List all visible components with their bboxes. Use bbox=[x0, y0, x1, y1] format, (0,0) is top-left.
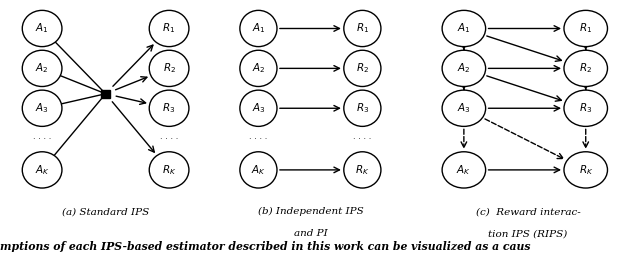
Text: $R_{2}$: $R_{2}$ bbox=[163, 61, 175, 75]
Text: $R_{3}$: $R_{3}$ bbox=[163, 101, 176, 115]
Text: $R_{1}$: $R_{1}$ bbox=[579, 21, 593, 35]
Circle shape bbox=[442, 152, 486, 188]
Text: (c)  Reward interac-: (c) Reward interac- bbox=[476, 207, 580, 216]
Text: $R_{3}$: $R_{3}$ bbox=[356, 101, 369, 115]
Circle shape bbox=[149, 50, 189, 87]
Circle shape bbox=[149, 90, 189, 126]
Circle shape bbox=[564, 50, 607, 87]
Text: (a) Standard IPS: (a) Standard IPS bbox=[62, 207, 149, 216]
Circle shape bbox=[240, 50, 277, 87]
Polygon shape bbox=[101, 90, 110, 98]
Text: $A_{2}$: $A_{2}$ bbox=[457, 61, 470, 75]
Text: mptions of each IPS-based estimator described in this work can be visualized as : mptions of each IPS-based estimator desc… bbox=[0, 241, 531, 252]
Text: $A_{1}$: $A_{1}$ bbox=[457, 21, 470, 35]
Circle shape bbox=[22, 10, 62, 47]
Text: $A_{3}$: $A_{3}$ bbox=[457, 101, 471, 115]
Text: $A_{1}$: $A_{1}$ bbox=[252, 21, 265, 35]
Text: · · · ·: · · · · bbox=[353, 135, 372, 143]
Circle shape bbox=[344, 90, 381, 126]
Text: $R_{K}$: $R_{K}$ bbox=[162, 163, 176, 177]
Text: $A_{K}$: $A_{K}$ bbox=[251, 163, 266, 177]
Text: $A_{2}$: $A_{2}$ bbox=[252, 61, 265, 75]
Text: and PI: and PI bbox=[294, 229, 327, 238]
Text: (b) Independent IPS: (b) Independent IPS bbox=[257, 207, 364, 216]
Text: $R_{3}$: $R_{3}$ bbox=[579, 101, 593, 115]
Text: $A_{K}$: $A_{K}$ bbox=[456, 163, 471, 177]
Circle shape bbox=[442, 10, 486, 47]
Circle shape bbox=[240, 152, 277, 188]
Circle shape bbox=[22, 90, 62, 126]
Circle shape bbox=[564, 10, 607, 47]
Text: $A_{2}$: $A_{2}$ bbox=[35, 61, 49, 75]
Circle shape bbox=[149, 152, 189, 188]
Circle shape bbox=[344, 152, 381, 188]
Text: $R_{K}$: $R_{K}$ bbox=[355, 163, 369, 177]
Text: $R_{1}$: $R_{1}$ bbox=[356, 21, 369, 35]
Circle shape bbox=[22, 50, 62, 87]
Text: $A_{3}$: $A_{3}$ bbox=[35, 101, 49, 115]
Text: $R_{K}$: $R_{K}$ bbox=[579, 163, 593, 177]
Text: $A_{1}$: $A_{1}$ bbox=[35, 21, 49, 35]
Text: $R_{1}$: $R_{1}$ bbox=[163, 21, 176, 35]
Text: $A_{K}$: $A_{K}$ bbox=[35, 163, 49, 177]
Text: $R_{2}$: $R_{2}$ bbox=[579, 61, 592, 75]
Circle shape bbox=[564, 152, 607, 188]
Circle shape bbox=[149, 10, 189, 47]
Circle shape bbox=[442, 50, 486, 87]
Circle shape bbox=[240, 10, 277, 47]
Text: · · · ·: · · · · bbox=[33, 135, 51, 143]
Text: · · · ·: · · · · bbox=[160, 135, 179, 143]
Circle shape bbox=[564, 90, 607, 126]
Circle shape bbox=[344, 50, 381, 87]
Text: $R_{2}$: $R_{2}$ bbox=[356, 61, 369, 75]
Text: · · · ·: · · · · bbox=[249, 135, 268, 143]
Text: tion IPS (RIPS): tion IPS (RIPS) bbox=[488, 229, 568, 238]
Circle shape bbox=[344, 10, 381, 47]
Circle shape bbox=[442, 90, 486, 126]
Circle shape bbox=[22, 152, 62, 188]
Circle shape bbox=[240, 90, 277, 126]
Text: $A_{3}$: $A_{3}$ bbox=[252, 101, 266, 115]
